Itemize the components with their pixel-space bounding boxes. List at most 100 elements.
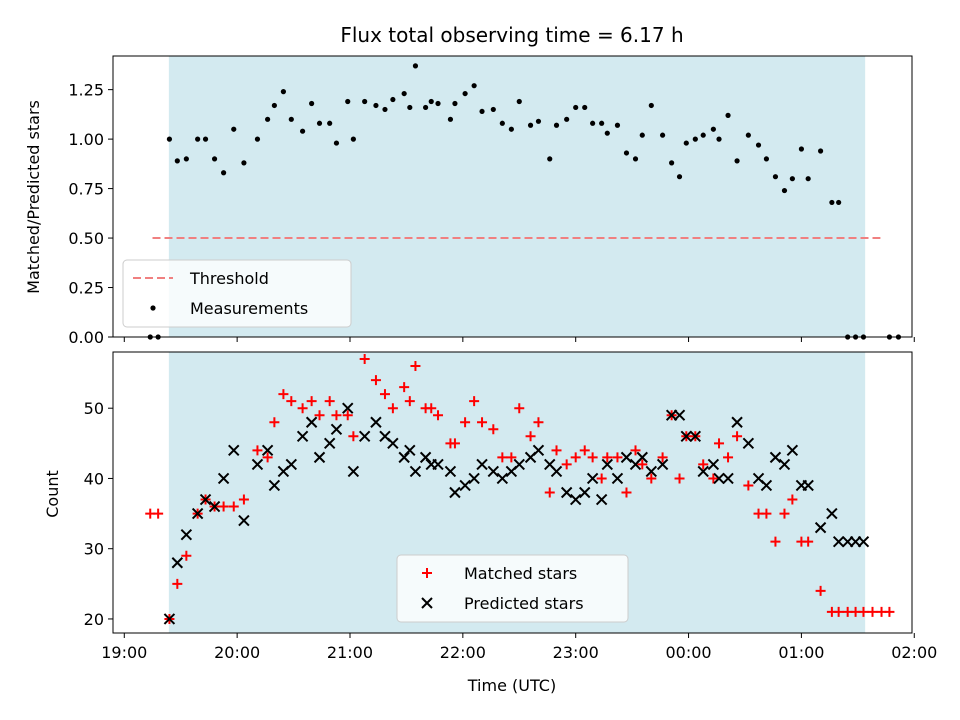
measurement-point <box>288 116 294 122</box>
predicted-star-marker <box>444 465 457 478</box>
bottom-y-tick-label: 30 <box>84 540 104 559</box>
matched-star-marker <box>533 417 544 428</box>
predicted-star-marker <box>459 479 471 492</box>
bottom-y-axis-label: Count <box>43 470 62 518</box>
measurement-point <box>734 158 740 164</box>
top-axes-frame <box>112 55 913 338</box>
matched-star-marker <box>342 410 353 421</box>
matched-star-marker <box>469 396 480 407</box>
predicted-star-marker <box>476 458 488 471</box>
measurement-point <box>669 160 675 166</box>
measurement-point <box>817 148 824 154</box>
measurement-point <box>220 170 227 176</box>
chart-title: Flux total observing time = 6.17 h <box>340 23 683 47</box>
matched-star-marker <box>506 452 517 463</box>
top-y-tick-label: 0.25 <box>68 279 104 298</box>
matched-star-marker <box>297 403 308 414</box>
bottom-legend: Matched stars Predicted stars <box>396 554 629 623</box>
x-tick-label: 23:00 <box>553 643 599 662</box>
predicted-star-marker <box>620 451 633 464</box>
predicted-star-marker <box>487 465 500 478</box>
matched-star-marker <box>278 389 289 400</box>
matched-star-marker <box>779 508 790 519</box>
measurement-point <box>211 156 218 162</box>
matched-star-marker <box>630 445 641 456</box>
matched-star-marker <box>359 354 370 365</box>
measurement-point <box>692 136 698 142</box>
predicted-star-marker <box>449 486 461 499</box>
predicted-star-marker <box>496 472 509 485</box>
matched-star-marker <box>410 361 421 372</box>
measurement-point <box>183 156 189 162</box>
predicted-star-marker <box>296 430 309 443</box>
legend-predicted-swatch <box>421 597 433 609</box>
measurement-point <box>428 98 434 105</box>
matched-star-marker <box>314 410 325 421</box>
measurement-point <box>745 132 751 138</box>
measurement-point <box>333 140 340 146</box>
measurement-point <box>789 176 795 182</box>
matched-star-marker <box>884 606 895 617</box>
measurement-point <box>316 120 323 126</box>
measurement-point <box>725 112 731 118</box>
matched-star-marker <box>761 508 772 519</box>
measurement-point <box>763 156 770 162</box>
top-y-tick-label: 0.75 <box>68 180 104 199</box>
legend-label: Measurements <box>190 299 308 318</box>
measurement-point <box>462 90 468 97</box>
measurement-point <box>195 136 201 142</box>
predicted-star-marker <box>217 472 230 485</box>
matched-star-marker <box>657 452 668 463</box>
matched-star-marker <box>433 410 444 421</box>
matched-star-marker <box>238 494 249 505</box>
measurement-point <box>632 156 639 162</box>
matched-star-marker <box>477 417 488 428</box>
predicted-star-marker <box>857 535 870 548</box>
predicted-star-marker <box>560 486 573 499</box>
predicted-star-marker <box>330 423 343 435</box>
predicted-star-marker <box>432 458 444 471</box>
matched-star-marker <box>449 438 460 449</box>
matched-star-marker <box>324 396 335 407</box>
matched-star-marker <box>787 494 798 505</box>
measurement-point <box>535 118 542 124</box>
predicted-star-marker <box>191 507 204 520</box>
matched-star-marker <box>723 452 734 463</box>
measurement-point <box>829 199 835 206</box>
predicted-star-marker <box>358 430 371 443</box>
legend-measurement-swatch <box>150 305 156 311</box>
measurement-point <box>573 104 579 111</box>
x-tick-label: 01:00 <box>778 643 824 662</box>
predicted-star-marker <box>832 535 845 548</box>
predicted-star-marker <box>769 451 782 464</box>
predicted-star-marker <box>513 458 525 471</box>
predicted-star-marker <box>347 465 360 478</box>
predicted-star-marker <box>180 528 193 541</box>
predicted-star-marker <box>163 613 176 625</box>
matched-star-marker <box>698 459 709 470</box>
legend-label: Predicted stars <box>464 594 584 613</box>
measurement-point <box>345 98 351 105</box>
legend-box <box>122 259 352 328</box>
measurement-point <box>527 122 534 128</box>
matched-star-marker <box>674 473 685 484</box>
measurement-point <box>407 104 413 111</box>
predicted-star-marker <box>569 493 582 506</box>
matched-star-marker <box>602 452 613 463</box>
legend-label: Threshold <box>189 269 269 288</box>
predicted-star-marker <box>251 458 264 471</box>
predicted-star-marker <box>826 507 838 520</box>
matched-star-marker <box>218 501 229 512</box>
matched-star-marker <box>514 403 525 414</box>
matched-star-marker <box>252 445 263 456</box>
predicted-star-marker <box>261 444 274 457</box>
matched-star-marker <box>306 396 317 407</box>
bottom-series-predicted-stars <box>163 402 870 625</box>
x-tick-label: 02:00 <box>891 643 937 662</box>
bottom-axes-frame <box>112 351 913 634</box>
matched-star-marker <box>399 382 410 393</box>
measurement-point <box>174 158 180 164</box>
predicted-star-marker <box>731 416 743 428</box>
measurement-point <box>659 132 666 138</box>
